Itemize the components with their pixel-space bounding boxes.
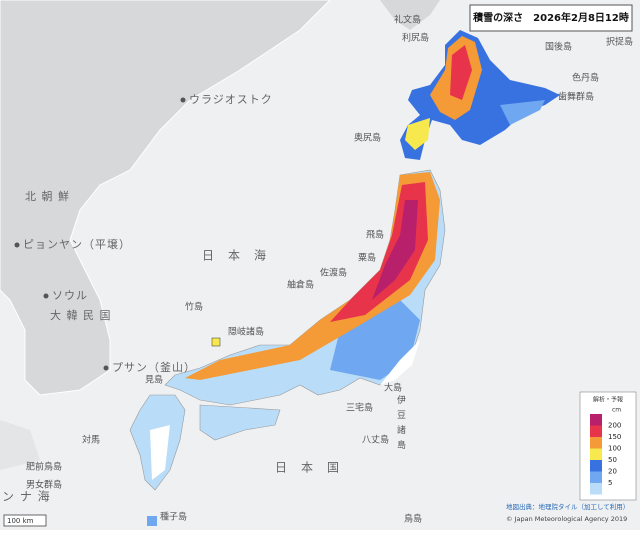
snow-area xyxy=(500,100,545,125)
title-box xyxy=(469,4,633,32)
legend-swatch xyxy=(590,460,602,472)
place-label: 伊豆諸島 xyxy=(395,394,406,455)
legend-swatch xyxy=(590,471,602,483)
place-labels: 礼文島 利尻島 国後島 択捉島 色丹島 歯舞群島 ウラジオストク 奥尻島 北 朝… xyxy=(2,14,633,525)
legend-label: 5 xyxy=(608,479,612,487)
scale-bar xyxy=(3,514,47,527)
place-label: 三宅島 xyxy=(346,402,373,414)
place-label: 鳥島 xyxy=(404,513,422,525)
place-label: 対馬 xyxy=(82,434,100,446)
place-label: プサン（釜山） xyxy=(112,360,196,374)
land xyxy=(380,340,420,385)
place-label: 男女群島 xyxy=(26,479,62,491)
legend-swatch xyxy=(590,414,602,426)
shikoku xyxy=(199,404,281,441)
source: 地図出典：地理院タイル（加工して利用） xyxy=(506,502,629,511)
place-label: 大島 xyxy=(384,382,402,394)
land xyxy=(0,420,40,470)
city-dot xyxy=(180,97,186,103)
place-label: 利尻島 xyxy=(402,32,429,44)
legend-label: 150 xyxy=(608,433,621,441)
place-label: ピョンヤン（平壌） xyxy=(23,238,131,251)
city-dot xyxy=(43,293,49,299)
place-label: 大 韓 民 国 xyxy=(50,308,112,322)
place-label: 舳倉島 xyxy=(287,279,314,291)
legend-label: 20 xyxy=(608,468,617,476)
legend-label: 100 xyxy=(608,445,621,453)
place-label: 礼文島 xyxy=(394,14,421,26)
place-label: 種子島 xyxy=(160,511,187,523)
title: 積雪の深さ 2026年2月8日12時 xyxy=(472,11,629,24)
place-label: 北 朝 鮮 xyxy=(25,189,70,203)
scale-label: 100 km xyxy=(7,517,34,525)
place-label: 佐渡島 xyxy=(320,267,347,279)
place-label: 奥尻島 xyxy=(354,132,381,144)
legend-title: 解析・予報 xyxy=(593,396,623,404)
island xyxy=(147,516,157,526)
city-dot xyxy=(14,242,20,248)
sakhalin xyxy=(380,0,440,30)
place-label: 見島 xyxy=(145,374,163,386)
place-label: 日 本 海 xyxy=(202,248,267,263)
legend-swatch xyxy=(590,448,602,460)
legend-label: 200 xyxy=(608,422,621,430)
place-label: 歯舞群島 xyxy=(558,91,594,103)
city-dot xyxy=(103,365,109,371)
snow-area xyxy=(405,118,430,150)
place-label: ン ナ 海 xyxy=(2,489,51,504)
snow-area xyxy=(450,45,472,100)
snow-area xyxy=(330,300,420,380)
legend-swatch xyxy=(590,437,602,449)
legend-unit: cm xyxy=(612,407,621,414)
place-label: 八丈島 xyxy=(362,434,389,446)
place-label: 択捉島 xyxy=(606,36,633,48)
legend-box xyxy=(579,391,637,501)
oki-island xyxy=(211,337,221,347)
legend-swatch xyxy=(590,483,602,495)
legend-swatch xyxy=(590,425,602,437)
legend-label: 50 xyxy=(608,456,617,464)
place-label: 日 本 国 xyxy=(275,461,340,475)
snow-area xyxy=(372,200,418,300)
copyright: © Japan Meteorological Agency 2019 xyxy=(506,515,627,523)
place-label: 飛島 xyxy=(366,229,384,241)
place-label: 肥前鳥島 xyxy=(26,461,62,473)
place-label: ソウル xyxy=(52,289,88,302)
continent xyxy=(0,0,331,396)
place-label: 粟島 xyxy=(358,252,376,264)
land xyxy=(150,425,170,480)
place-label: 隠岐諸島 xyxy=(228,326,264,338)
place-label: 色丹島 xyxy=(572,72,599,84)
place-label: 国後島 xyxy=(545,41,572,53)
place-label: 竹島 xyxy=(185,301,203,313)
hokkaido xyxy=(400,30,560,160)
place-label: ウラジオストク xyxy=(189,93,273,106)
legend: 200 150 100 50 20 5 xyxy=(590,414,621,495)
